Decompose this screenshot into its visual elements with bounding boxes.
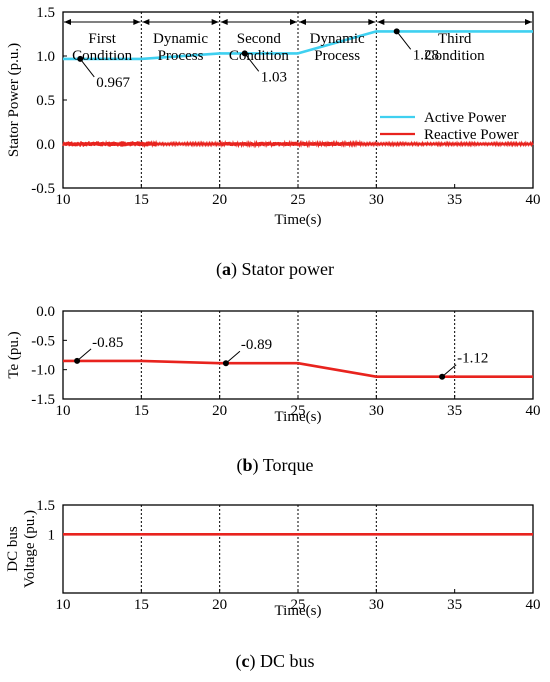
y-tick-label: 0.0 [36, 137, 55, 153]
annotation-label: -0.89 [241, 337, 272, 353]
segment-arrow-head [211, 19, 219, 25]
segment-arrow-head [377, 19, 385, 25]
annotation-leader [76, 348, 92, 362]
y-axis-label: Stator Power (p.u.) [6, 43, 22, 157]
y-tick-label: 0.0 [36, 304, 55, 320]
y-tick-label: 1.5 [36, 5, 55, 21]
x-tick-label: 35 [447, 403, 462, 419]
segment-label: Dynamic [310, 31, 365, 47]
x-tick-label: 30 [369, 403, 384, 419]
x-tick-label: 35 [447, 597, 462, 613]
x-tick-label: 20 [212, 192, 227, 208]
segment-arrow-head [133, 19, 141, 25]
x-axis-label: Time(s) [275, 603, 322, 619]
annotation-leader [396, 31, 412, 50]
caption-b: (b) Torque [237, 455, 314, 476]
segment-label: Process [158, 48, 204, 64]
segment-label: Condition [72, 48, 133, 64]
legend-label: Active Power [424, 110, 506, 126]
torque-chart: 10 15 20 25 30 35 40 0.0 -0.5 -1.0 -1.5 Time(s) Te (… [6, 304, 541, 425]
x-tick-label: 25 [291, 192, 306, 208]
annotation-leader [244, 53, 260, 72]
x-tick-label: 25 [291, 403, 306, 419]
y-tick-label: 1.5 [36, 498, 55, 514]
x-tick-label: 40 [526, 192, 541, 208]
x-tick-label: 15 [134, 192, 149, 208]
x-tick-label: 10 [56, 597, 71, 613]
segment-arrow-head [64, 19, 71, 25]
annotation-label: 1.28 [413, 47, 439, 63]
segment-arrow-head [299, 19, 306, 25]
x-tick-label: 10 [56, 192, 71, 208]
x-tick-label: 40 [526, 597, 541, 613]
annotation-leader [225, 350, 241, 364]
legend-label: Reactive Power [424, 127, 519, 143]
x-tick-label: 20 [212, 403, 227, 419]
y-tick-label: -1.5 [31, 392, 55, 408]
x-axis-label: Time(s) [275, 212, 322, 228]
x-tick-label: 25 [291, 597, 306, 613]
y-tick-label: 1 [48, 527, 56, 543]
annotation-label: 0.967 [96, 75, 130, 91]
annotation-label: 1.03 [261, 69, 287, 85]
annotation-leader [441, 364, 457, 378]
series-line-reactive-power [62, 139, 534, 149]
y-axis-label: Voltage (pu.) [22, 510, 38, 588]
x-axis-label: Time(s) [275, 409, 322, 425]
annotation-leader [79, 58, 95, 78]
segment-label: Third [438, 31, 472, 47]
segment-label: Condition [425, 48, 486, 64]
x-tick-label: 30 [369, 192, 384, 208]
y-tick-label: 0.5 [36, 93, 55, 109]
y-tick-label: -0.5 [31, 181, 55, 197]
y-axis-label: DC bus [5, 526, 21, 572]
y-tick-label: -1.0 [31, 363, 55, 379]
x-tick-label: 30 [369, 597, 384, 613]
dc-bus-chart: 10 15 20 25 30 35 40 1.5 1 Time(s) DC bus Voltage (… [5, 498, 541, 619]
annotation-label: -0.85 [92, 335, 123, 351]
y-axis-label: Te (pu.) [6, 331, 22, 378]
x-tick-label: 20 [212, 597, 227, 613]
caption-c: (c) DC bus [235, 651, 314, 672]
stator-power-chart: 10 15 20 25 30 35 40 1.5 1.0 0.5 0.0 -0.5 Time(s) Sta… [6, 5, 541, 228]
y-tick-label: -0.5 [31, 333, 55, 349]
segment-label: First [88, 31, 116, 47]
segment-label: Process [314, 48, 360, 64]
x-tick-label: 40 [526, 403, 541, 419]
segment-arrow-head [290, 19, 297, 25]
x-tick-label: 10 [56, 403, 71, 419]
caption-a: (a) Stator power [216, 259, 334, 280]
segment-label: Condition [229, 48, 290, 64]
y-tick-label: 1.0 [36, 49, 55, 65]
segment-arrow-head [220, 19, 228, 25]
segment-arrow-head [525, 19, 532, 25]
x-tick-label: 15 [134, 403, 149, 419]
x-tick-label: 35 [447, 192, 462, 208]
segment-label: Second [237, 31, 282, 47]
segment-label: Dynamic [153, 31, 208, 47]
annotation-label: -1.12 [457, 351, 488, 367]
segment-arrow-head [368, 19, 376, 25]
series-line-active-power [63, 30, 533, 61]
x-tick-label: 15 [134, 597, 149, 613]
series-line [63, 359, 533, 378]
segment-arrow-head [142, 19, 150, 25]
